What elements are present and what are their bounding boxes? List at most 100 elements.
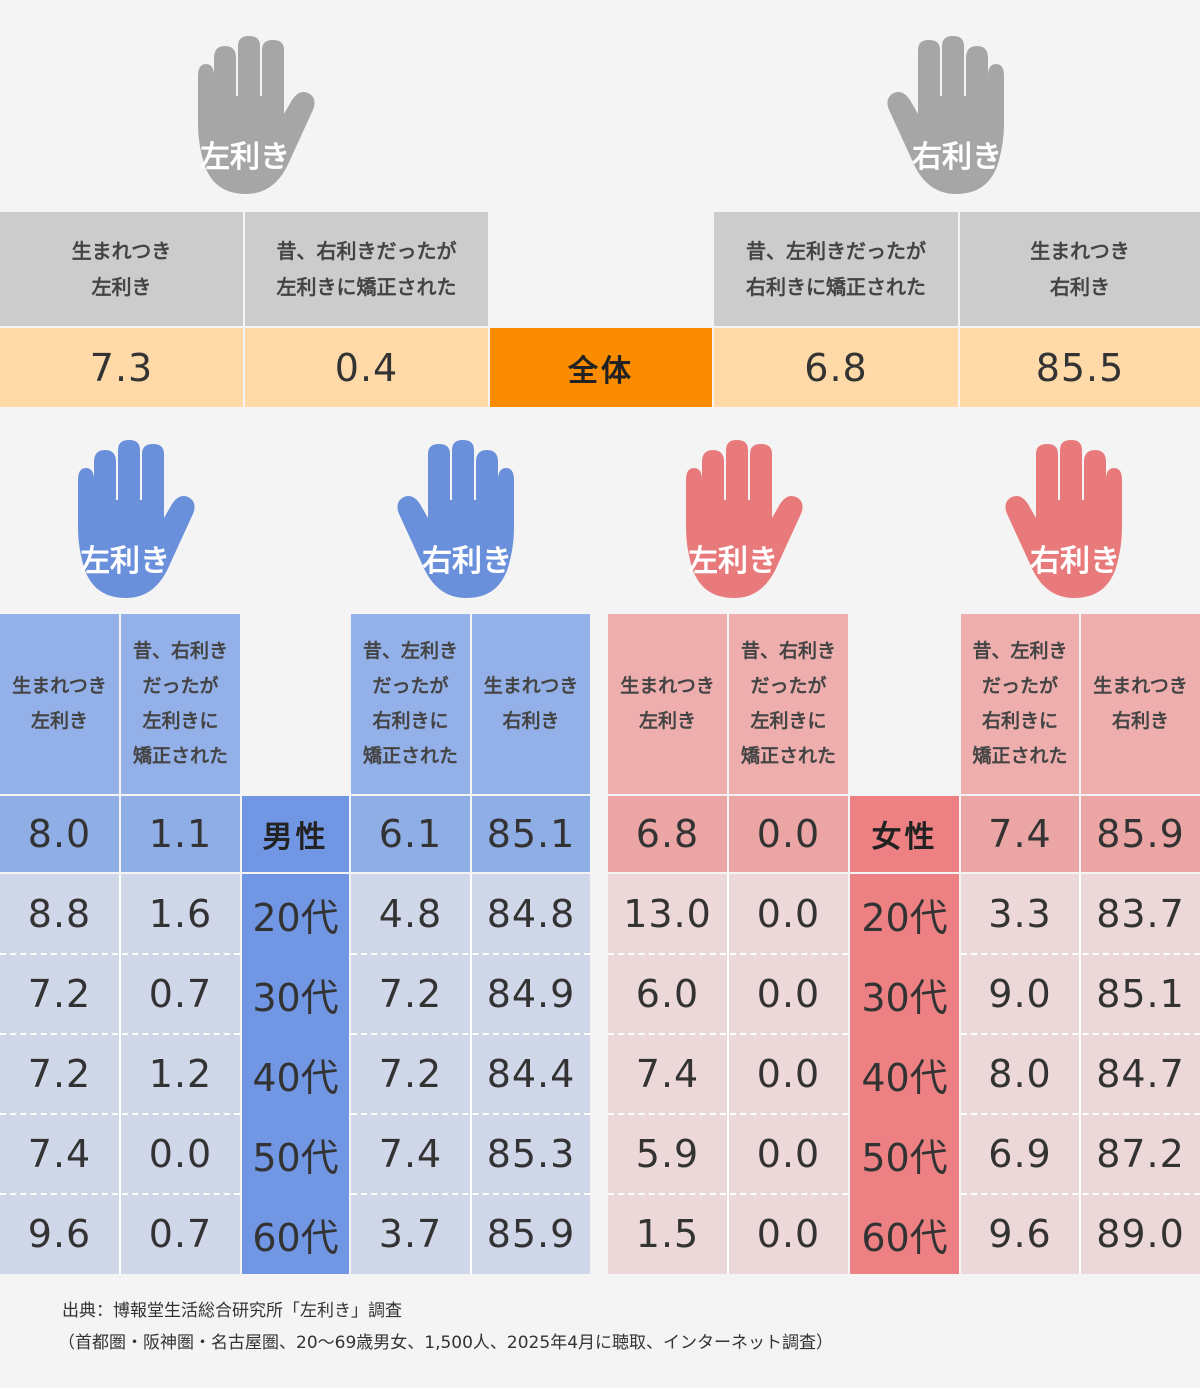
male-age-label: 30代 (252, 975, 339, 1020)
male-age-label: 40代 (252, 1055, 339, 1100)
male-row-value: 9.6 (27, 1212, 92, 1256)
hand-shape (1005, 440, 1122, 598)
male-header-corrected-to-left: 昔、右利き だったが 左利きに 矯正された (121, 614, 240, 794)
female-row-value: 84.7 (1096, 1052, 1185, 1096)
hand-label-left: 左利き (200, 140, 290, 175)
male-left-hand-icon: 左利き (60, 438, 200, 602)
male-row-divider (351, 953, 590, 955)
female-column-divider (727, 874, 729, 1274)
female-row-value: 0.0 (756, 892, 821, 936)
male-age-label: 20代 (252, 895, 339, 940)
female-row-divider (608, 1193, 848, 1195)
female-age-label: 20代 (861, 895, 948, 940)
male-row-value: 7.2 (378, 1052, 443, 1096)
female-row-divider (961, 1193, 1200, 1195)
hand-label-male-left: 左利き (80, 544, 170, 579)
overall-born-left: 7.3 (0, 328, 243, 407)
female-row-value: 8.0 (988, 1052, 1052, 1096)
header-born-right: 生まれつき 右利き (960, 212, 1200, 326)
hand-shape (887, 36, 1004, 194)
female-header-born-right: 生まれつき 右利き (1081, 614, 1200, 794)
male-row-divider (0, 1033, 240, 1035)
male-row-value: 8.8 (27, 892, 92, 936)
female-row-value: 9.6 (988, 1212, 1052, 1256)
female-row-value: 5.9 (635, 1132, 700, 1176)
male-row-value: 0.7 (148, 972, 213, 1016)
male-row-value: 7.2 (27, 972, 92, 1016)
female-row-value: 85.1 (1096, 972, 1185, 1016)
male-row-value: 84.8 (486, 892, 576, 936)
female-total-value: 0.0 (729, 796, 848, 872)
female-age-label: 50代 (861, 1135, 948, 1180)
male-row-value: 84.9 (486, 972, 576, 1016)
male-row-value: 0.0 (148, 1132, 213, 1176)
female-age-label: 60代 (861, 1215, 948, 1260)
female-header-corrected-to-left: 昔、右利き だったが 左利きに 矯正された (729, 614, 848, 794)
male-total-value: 6.1 (351, 796, 470, 872)
female-total-value: 7.4 (961, 796, 1079, 872)
hand-shape (397, 440, 514, 598)
male-right-hand-icon: 右利き (392, 438, 532, 602)
female-header-born-left: 生まれつき 左利き (608, 614, 727, 794)
male-row-value: 84.4 (486, 1052, 576, 1096)
male-row-divider (351, 1113, 590, 1115)
header-corrected-to-right: 昔、左利きだったが 右利きに矯正された (714, 212, 958, 326)
female-left-hand-icon: 左利き (668, 438, 808, 602)
female-row-value: 6.0 (635, 972, 700, 1016)
male-column-divider (470, 874, 472, 1274)
header-born-left: 生まれつき 左利き (0, 212, 243, 326)
female-header-corrected-to-right: 昔、左利き だったが 右利きに 矯正された (961, 614, 1079, 794)
female-row-value: 1.5 (635, 1212, 700, 1256)
source-line-1: 出典：博報堂生活総合研究所「左利き」調査 (62, 1301, 402, 1321)
female-age-column-background (850, 874, 959, 1274)
overall-label: 全体 (490, 328, 712, 407)
female-label: 女性 (850, 796, 959, 872)
male-row-value: 1.6 (148, 892, 213, 936)
left-hand-icon: 左利き (180, 36, 320, 196)
female-total-value: 6.8 (608, 796, 727, 872)
male-row-divider (0, 1113, 240, 1115)
female-row-value: 0.0 (756, 972, 821, 1016)
overall-born-right: 85.5 (960, 328, 1200, 407)
male-row-value: 85.3 (486, 1132, 576, 1176)
male-row-divider (351, 1193, 590, 1195)
female-row-divider (961, 1033, 1200, 1035)
male-header-born-right: 生まれつき 右利き (472, 614, 590, 794)
female-row-divider (961, 953, 1200, 955)
female-row-divider (608, 1113, 848, 1115)
male-column-divider (119, 874, 121, 1274)
male-total-value: 1.1 (121, 796, 240, 872)
female-age-label: 40代 (861, 1055, 948, 1100)
female-row-value: 0.0 (756, 1132, 821, 1176)
female-row-value: 83.7 (1096, 892, 1185, 936)
overall-corrected-to-left: 0.4 (245, 328, 488, 407)
right-hand-icon: 右利き (882, 36, 1022, 196)
female-row-value: 3.3 (988, 892, 1052, 936)
male-row-value: 3.7 (378, 1212, 443, 1256)
female-row-divider (608, 953, 848, 955)
male-row-divider (0, 953, 240, 955)
male-label: 男性 (242, 796, 349, 872)
male-header-born-left: 生まれつき 左利き (0, 614, 119, 794)
hand-label-right: 右利き (912, 140, 1002, 175)
male-row-value: 4.8 (378, 892, 443, 936)
male-total-value: 8.0 (0, 796, 119, 872)
female-row-value: 13.0 (623, 892, 712, 936)
overall-corrected-to-right: 6.8 (714, 328, 958, 407)
female-total-value: 85.9 (1081, 796, 1200, 872)
male-total-value: 85.1 (472, 796, 590, 872)
female-row-divider (961, 1113, 1200, 1115)
male-row-value: 7.2 (378, 972, 443, 1016)
hand-label-female-right: 右利き (1030, 544, 1120, 579)
male-row-divider (351, 1033, 590, 1035)
female-row-value: 9.0 (988, 972, 1052, 1016)
male-row-value: 85.9 (486, 1212, 576, 1256)
male-header-corrected-to-right: 昔、左利き だったが 右利きに 矯正された (351, 614, 470, 794)
female-row-divider (608, 1033, 848, 1035)
source-line-2: （首都圏・阪神圏・名古屋圏、20～69歳男女、1,500人、2025年4月に聴取… (58, 1333, 834, 1353)
male-age-column-background (242, 874, 349, 1274)
female-row-value: 6.9 (988, 1132, 1052, 1176)
female-row-value: 87.2 (1096, 1132, 1185, 1176)
hand-label-male-right: 右利き (422, 544, 512, 579)
female-row-value: 0.0 (756, 1052, 821, 1096)
